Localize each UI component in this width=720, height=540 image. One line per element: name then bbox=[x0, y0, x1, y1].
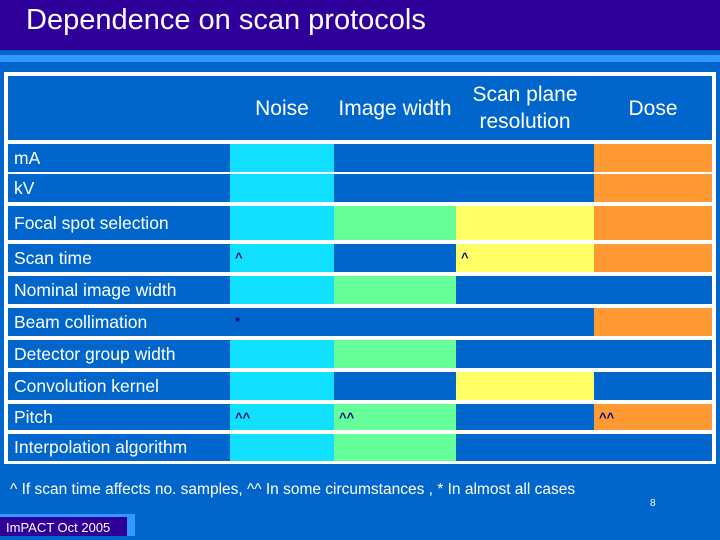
table-cell bbox=[594, 372, 712, 400]
row-label: kV bbox=[8, 174, 230, 202]
table-cell bbox=[456, 144, 594, 172]
table-cell: ^^ bbox=[594, 404, 712, 430]
table-cell bbox=[334, 206, 456, 240]
table-cell bbox=[230, 372, 334, 400]
row-label: Detector group width bbox=[8, 340, 230, 368]
column-header: Noise bbox=[230, 76, 334, 140]
table-cell bbox=[594, 174, 712, 202]
page-number: 8 bbox=[650, 498, 656, 509]
cell-mark: ^^ bbox=[599, 410, 615, 425]
table-cell: ^ bbox=[230, 244, 334, 272]
slide-title: Dependence on scan protocols bbox=[26, 4, 426, 36]
row-label: Scan time bbox=[8, 244, 230, 272]
table-cell bbox=[594, 308, 712, 336]
table-cell bbox=[456, 308, 594, 336]
row-label: mA bbox=[8, 144, 230, 172]
footer-label: ImPACT Oct 2005 bbox=[0, 514, 135, 536]
protocol-table: Noise Image width Scan plane resolution Dos… bbox=[4, 72, 716, 464]
table-cell bbox=[230, 340, 334, 368]
table-cell bbox=[594, 144, 712, 172]
row-label: Pitch bbox=[8, 404, 230, 430]
column-header: Image width bbox=[334, 76, 456, 140]
table-cell bbox=[334, 244, 456, 272]
table-cell bbox=[456, 372, 594, 400]
table-cell bbox=[456, 276, 594, 304]
table-cell bbox=[456, 434, 594, 461]
table-cell bbox=[334, 434, 456, 461]
table-cell bbox=[456, 404, 594, 430]
table-cell bbox=[334, 372, 456, 400]
table-cell bbox=[594, 244, 712, 272]
cell-mark: ^ bbox=[461, 250, 469, 265]
table-cell bbox=[230, 174, 334, 202]
header-corner-cell bbox=[8, 76, 230, 140]
row-label: Beam collimation bbox=[8, 308, 230, 336]
table-cell: ^^ bbox=[230, 404, 334, 430]
table-cell: * bbox=[230, 308, 334, 336]
table-cell bbox=[594, 276, 712, 304]
row-label: Nominal image width bbox=[8, 276, 230, 304]
cell-mark: ^^ bbox=[235, 410, 251, 425]
table-cell bbox=[334, 308, 456, 336]
table-cell bbox=[594, 206, 712, 240]
title-bar: Dependence on scan protocols bbox=[0, 0, 720, 50]
table-cell bbox=[456, 174, 594, 202]
column-header: Dose bbox=[594, 76, 712, 140]
table-cell bbox=[230, 434, 334, 461]
table-cell bbox=[334, 276, 456, 304]
table-cell bbox=[334, 340, 456, 368]
footnote: ^ If scan time affects no. samples, ^^ I… bbox=[10, 481, 576, 498]
table-cell bbox=[334, 174, 456, 202]
column-header: Scan plane resolution bbox=[456, 76, 594, 140]
cell-mark: * bbox=[235, 314, 241, 329]
row-label: Convolution kernel bbox=[8, 372, 230, 400]
row-label: Interpolation algorithm bbox=[8, 434, 230, 461]
table-cell: ^ bbox=[456, 244, 594, 272]
cell-mark: ^ bbox=[235, 250, 243, 265]
table-cell bbox=[230, 276, 334, 304]
table-cell bbox=[230, 144, 334, 172]
row-label: Focal spot selection bbox=[8, 206, 230, 240]
table-cell bbox=[456, 206, 594, 240]
table-cell bbox=[230, 206, 334, 240]
title-rule bbox=[0, 55, 720, 62]
cell-mark: ^^ bbox=[339, 410, 355, 425]
table-cell bbox=[334, 144, 456, 172]
table-cell: ^^ bbox=[334, 404, 456, 430]
table-cell bbox=[594, 340, 712, 368]
table-cell bbox=[456, 340, 594, 368]
table-cell bbox=[594, 434, 712, 461]
